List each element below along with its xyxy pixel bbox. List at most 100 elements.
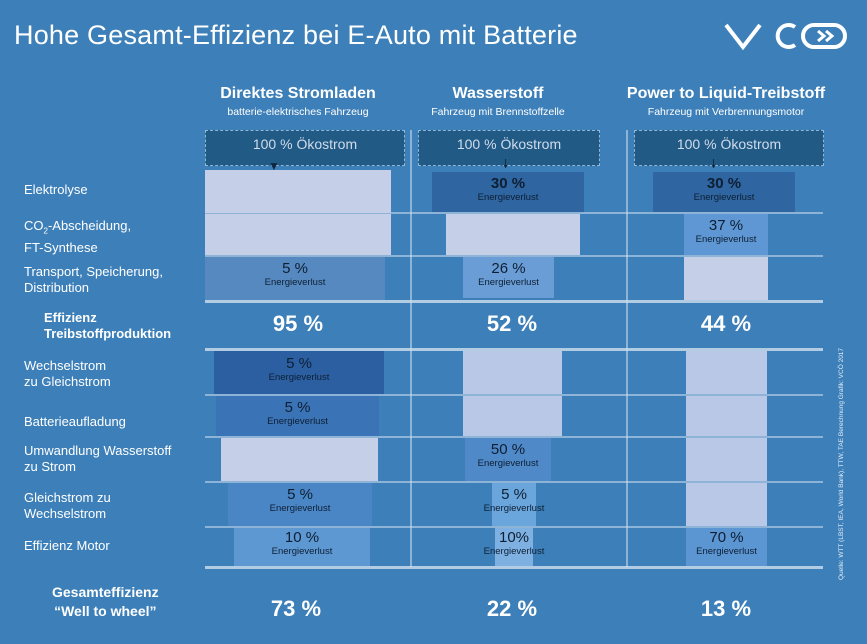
row-divider (205, 481, 823, 483)
effizienz-text-1: Effizienz (44, 310, 97, 325)
vco-logo (723, 21, 848, 56)
row-divider (205, 300, 823, 303)
co2-text: CO (24, 218, 44, 233)
loss-label: Energieverlust (477, 192, 539, 203)
row-divider (205, 255, 823, 257)
gesamt-text-2: “Well to wheel” (54, 603, 157, 619)
gesamt-text-1: Gesamteffizienz (52, 584, 159, 600)
bar-c1-batterie: 5 % Energieverlust (216, 396, 379, 436)
bar-c3-batterie (686, 396, 767, 436)
bar-c2-umwandlung: 50 % Energieverlust (465, 438, 551, 481)
column-title: Power to Liquid-Treibstoff (626, 85, 826, 102)
umwandlung-text-1: Umwandlung Wasserstoff (24, 443, 172, 458)
row-divider (205, 212, 823, 214)
transport-text-2: Distribution (24, 280, 90, 295)
bar-c2-elektrolyse: 30 % Energieverlust (432, 172, 584, 212)
bar-c3-umwandlung (686, 438, 767, 481)
loss-label: Energieverlust (483, 546, 545, 557)
bar-c1-elektrolyse (205, 170, 391, 213)
source-text: Quelle: WTT (LBST, IEA, World Bank), TTW… (838, 347, 845, 580)
column-subtitle: Fahrzeug mit Brennstoffzelle (431, 106, 565, 118)
bar-c3-co2: 37 % Energieverlust (684, 214, 768, 255)
bar-c3-transport (684, 257, 768, 300)
loss-label: Energieverlust (271, 546, 333, 557)
oekostrom-label: 100 % Ökostrom (456, 136, 562, 152)
wechsel-text-2: zu Gleichstrom (24, 374, 111, 389)
column-title: Direktes Stromladen (220, 85, 376, 102)
bar-c1-umwandlung (221, 438, 378, 481)
umwandlung-text-2: zu Strom (24, 459, 77, 474)
bar-c2-batterie (463, 396, 562, 436)
oekostrom-label: 100 % Ökostrom (252, 136, 358, 152)
row-label-co2: CO2-Abscheidung, FT-Synthese (24, 218, 131, 256)
loss-value: 30 % (490, 175, 526, 192)
bar-c2-transport: 26 % Energieverlust (463, 257, 554, 298)
oekostrom-box-wasserstoff: 100 % Ökostrom 🠗 (418, 130, 600, 171)
loss-value: 5 % (286, 355, 312, 372)
bar-c3-wechselstrom (686, 351, 767, 394)
co2-text-2: FT-Synthese (24, 239, 98, 255)
gleich-text-1: Gleichstrom zu (24, 490, 111, 505)
row-label-umwandlung: Umwandlung Wasserstoff zu Strom (24, 443, 171, 475)
loss-label: Energieverlust (478, 277, 539, 288)
row-divider (205, 394, 823, 396)
page-title: Hohe Gesamt-Effizienz bei E-Auto mit Bat… (14, 20, 578, 50)
loss-value: 5 % (284, 399, 311, 416)
row-divider (205, 566, 823, 569)
column-header-wasserstoff: Wasserstoff Fahrzeug mit Brennstoffzelle (388, 85, 608, 118)
column-subtitle: batterie-elektrisches Fahrzeug (227, 106, 369, 118)
row-divider (205, 436, 823, 438)
column-subtitle: Fahrzeug mit Verbrennungsmotor (647, 106, 805, 118)
bar-c3-motor: 70 % Energieverlust (686, 528, 767, 566)
co2-subscript: 2 (43, 226, 48, 236)
arrow-down-icon: 🠗 (503, 157, 509, 171)
loss-label: Energieverlust (264, 277, 326, 288)
bar-c1-wechselstrom: 5 % Energieverlust (214, 351, 384, 394)
bar-c3-elektrolyse: 30 % Energieverlust (653, 172, 795, 212)
row-divider (205, 348, 823, 351)
efficiency-c1-fuel: 95 % (272, 311, 324, 336)
row-label-elektrolyse: Elektrolyse (24, 182, 88, 197)
bar-c2-gleichstrom: 5 % Energieverlust (484, 483, 544, 526)
column-header-direkt: Direktes Stromladen batterie-elektrische… (188, 85, 408, 118)
efficiency-c3-total: 13 % (700, 596, 752, 621)
row-label-transport: Transport, Speicherung, Distribution (24, 264, 163, 296)
loss-label: Energieverlust (477, 458, 539, 469)
loss-value: 70 % (709, 529, 744, 546)
bar-c1-gleichstrom: 5 % Energieverlust (228, 483, 372, 526)
bar-c1-motor: 10 % Energieverlust (234, 528, 370, 566)
bar-c2-wechselstrom (463, 351, 562, 394)
co2-text-b: -Abscheidung, (47, 218, 132, 233)
loss-value: 26 % (491, 260, 526, 277)
loss-value: 10% (498, 529, 530, 546)
transport-text-1: Transport, Speicherung, (24, 264, 163, 279)
loss-value: 5 % (501, 486, 527, 503)
oekostrom-box-direkt: 100 % Ökostrom ▼ (205, 130, 405, 173)
row-label-gleichstrom: Gleichstrom zu Wechselstrom (24, 490, 111, 522)
loss-label: Energieverlust (695, 234, 757, 245)
bar-c1-co2 (205, 214, 391, 255)
efficiency-c1-total: 73 % (270, 596, 322, 621)
loss-label: Energieverlust (693, 192, 755, 203)
bar-c3-gleichstrom (686, 483, 767, 526)
loss-label: Energieverlust (268, 372, 330, 383)
row-label-effizienz: Effizienz Treibstoffproduktion (44, 310, 171, 342)
effizienz-text-2: Treibstoffproduktion (44, 326, 172, 341)
arrow-down-icon: 🠗 (711, 157, 717, 171)
loss-value: 30 % (706, 175, 742, 192)
loss-value: 5 % (282, 260, 308, 277)
oekostrom-label: 100 % Ökostrom (676, 136, 782, 152)
row-label-batterie: Batterieaufladung (24, 414, 126, 429)
loss-value: 10 % (284, 529, 320, 546)
efficiency-c2-fuel: 52 % (486, 311, 538, 336)
gleich-text-2: Wechselstrom (24, 506, 107, 521)
efficiency-c2-total: 22 % (486, 596, 538, 621)
loss-label: Energieverlust (267, 416, 328, 427)
row-label-gesamt: Gesamteffizienz “Well to wheel” (52, 583, 159, 621)
loss-value: 37 % (708, 217, 744, 234)
loss-label: Energieverlust (483, 503, 545, 514)
bar-c2-co2 (446, 214, 580, 255)
loss-value: 50 % (490, 441, 526, 458)
bar-c1-transport: 5 % Energieverlust (205, 257, 385, 300)
column-title: Wasserstoff (452, 85, 544, 102)
